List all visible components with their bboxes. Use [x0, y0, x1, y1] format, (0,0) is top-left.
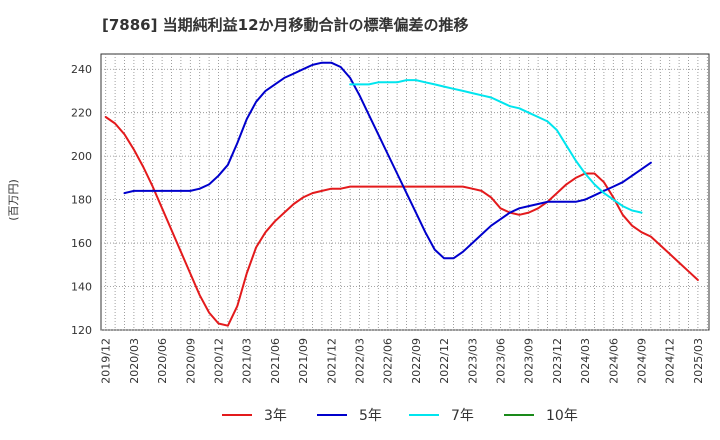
legend-label: 7年	[451, 408, 474, 424]
x-tick-label: 2022/03	[354, 338, 367, 384]
legend-label: 3年	[264, 408, 287, 424]
x-tick-label: 2022/09	[410, 338, 423, 384]
y-axis-ticks: 120 140 160 180 200 220 240	[71, 63, 92, 337]
y-tick-label: 120	[71, 324, 92, 337]
x-tick-label: 2020/09	[184, 338, 197, 384]
series-line	[104, 116, 699, 327]
series-lines	[104, 61, 699, 327]
grid	[101, 54, 709, 331]
y-axis-label: (百万円)	[7, 179, 20, 221]
y-tick-label: 240	[71, 63, 92, 76]
x-tick-label: 2021/03	[241, 338, 254, 384]
x-tick-label: 2022/12	[438, 338, 451, 384]
x-tick-label: 2019/12	[100, 338, 113, 384]
legend: 3年 5年 7年 10年	[222, 408, 578, 424]
legend-label: 10年	[546, 408, 578, 424]
legend-label: 5年	[359, 408, 382, 424]
x-tick-label: 2025/03	[692, 338, 705, 384]
x-tick-label: 2021/06	[269, 338, 282, 384]
x-tick-label: 2024/12	[664, 338, 677, 384]
x-tick-label: 2022/06	[382, 338, 395, 384]
y-tick-label: 140	[71, 281, 92, 294]
x-tick-label: 2024/03	[579, 338, 592, 384]
x-tick-label: 2023/09	[523, 338, 536, 384]
x-tick-label: 2023/03	[466, 338, 479, 384]
x-tick-label: 2024/09	[636, 338, 649, 384]
y-tick-label: 160	[71, 237, 92, 250]
x-tick-label: 2020/03	[128, 338, 141, 384]
series-line	[349, 79, 643, 214]
y-tick-label: 200	[71, 150, 92, 163]
series-line	[123, 61, 652, 260]
x-tick-label: 2021/09	[297, 338, 310, 384]
x-tick-label: 2020/06	[156, 338, 169, 384]
x-tick-label: 2023/06	[495, 338, 508, 384]
chart-title: [7886] 当期純利益12か月移動合計の標準偏差の推移	[102, 16, 469, 34]
y-tick-label: 180	[71, 194, 92, 207]
x-axis-ticks: 2019/12 2020/03 2020/06 2020/09 2020/12 2021/…	[100, 338, 705, 384]
x-tick-label: 2023/12	[551, 338, 564, 384]
x-tick-label: 2024/06	[607, 338, 620, 384]
x-tick-label: 2021/12	[325, 338, 338, 384]
x-tick-label: 2020/12	[213, 338, 226, 384]
y-tick-label: 220	[71, 107, 92, 120]
